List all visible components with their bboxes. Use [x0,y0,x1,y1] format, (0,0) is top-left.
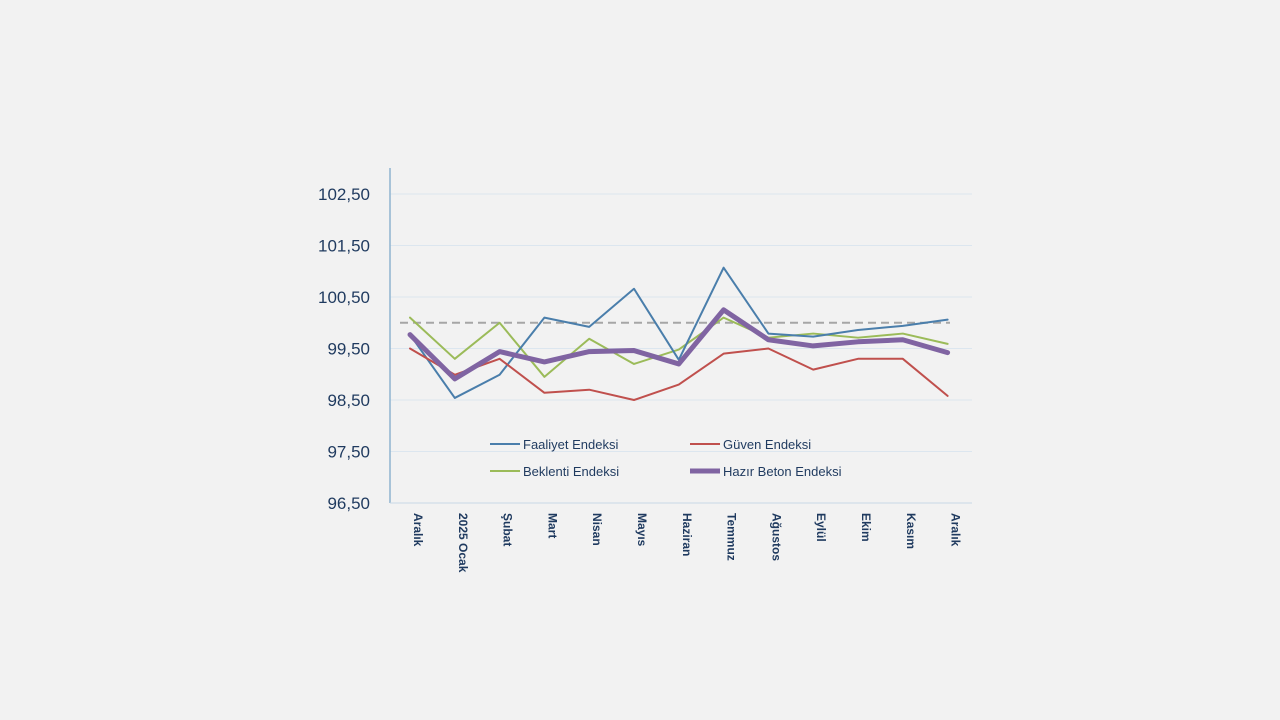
x-tick-label: Şubat [501,513,515,546]
legend-label: Hazır Beton Endeksi [723,464,842,479]
x-tick-label: Ekim [859,513,873,542]
x-tick-label: Haziran [680,513,694,556]
x-tick-label: Eylül [814,513,828,542]
x-axis-ticks: Aralık 2025 Ocak Şubat Mart Nisan Mayıs Hazira… [411,513,963,573]
x-tick-label: Ağustos [769,513,783,561]
legend-label: Güven Endeksi [723,437,811,452]
series-line-faaliyet-endeksi [409,266,949,399]
series-line-g-ven-endeksi [409,347,949,401]
y-tick-label: 99,50 [327,340,370,359]
legend-label: Faaliyet Endeksi [523,437,618,452]
series-lines [407,266,951,401]
y-tick-label: 96,50 [327,494,370,513]
y-tick-label: 100,50 [318,288,370,307]
y-axis-ticks: 96,50 97,50 98,50 99,50 100,50 101,50 102,50 [318,185,370,513]
x-tick-label: Temmuz [725,513,739,561]
legend-label: Beklenti Endeksi [523,464,619,479]
legend: Faaliyet Endeksi Güven Endeksi Beklenti En… [490,437,842,479]
series-line-haz-r-beton-endeksi [407,307,951,382]
y-tick-label: 97,50 [327,443,370,462]
x-tick-label: 2025 Ocak [456,513,470,573]
x-tick-label: Nisan [590,513,604,546]
series-line-beklenti-endeksi [409,316,949,378]
y-tick-label: 101,50 [318,237,370,256]
x-tick-label: Aralık [949,513,963,547]
y-tick-label: 98,50 [327,391,370,410]
y-tick-label: 102,50 [318,185,370,204]
x-tick-label: Kasım [904,513,918,549]
x-tick-label: Aralık [411,513,425,547]
x-tick-label: Mayıs [635,513,649,547]
x-tick-label: Mart [545,513,559,538]
